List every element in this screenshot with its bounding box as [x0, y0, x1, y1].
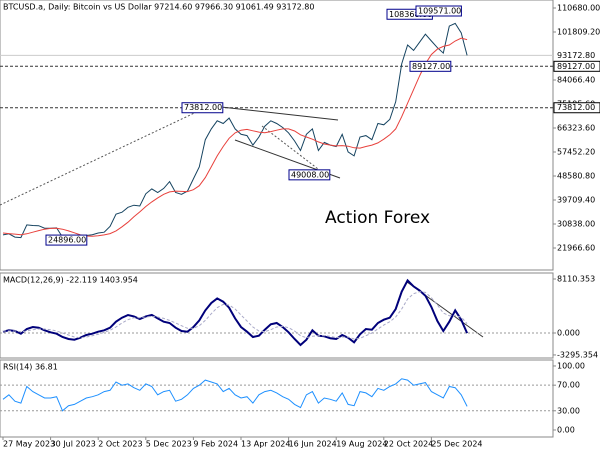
rsi-title: RSI(14) 36.81: [3, 363, 58, 372]
y-tick-label: 39709.40: [557, 196, 595, 205]
annotation-box: [409, 60, 452, 72]
x-tick-label: 30 Jul 2023: [51, 440, 96, 449]
annotation-box: [288, 169, 331, 181]
y-tick-label: -3295.354: [557, 350, 598, 359]
level-label: 89127.00: [557, 62, 595, 71]
y-tick-label: 0.000: [557, 329, 580, 338]
series-line: [3, 291, 468, 340]
series-line: [2, 378, 468, 412]
y-tick-label: 8110.353: [557, 274, 595, 283]
y-tick-label: 84066.40: [557, 75, 595, 84]
x-tick-label: 5 Dec 2023: [146, 440, 192, 449]
level-label: 73812.00: [557, 103, 595, 112]
y-tick-label: 21966.60: [557, 244, 595, 253]
y-tick-label: 66323.60: [557, 124, 595, 133]
annotation-label: 24896.00: [48, 236, 86, 245]
x-tick-label: 25 Dec 2024: [431, 440, 482, 449]
annotation-box: [415, 5, 462, 17]
y-tick-label: 48580.80: [557, 172, 595, 181]
annotation-label: 108368.00: [389, 10, 432, 19]
macd-title: MACD(12,26,9) -22.119 1403.954: [3, 276, 138, 285]
annotation-box: [181, 102, 224, 114]
level-label-box: [553, 102, 600, 114]
x-tick-label: 27 May 2023: [3, 440, 55, 449]
channel-diagonal: [261, 125, 323, 173]
x-tick-label: 2 Oct 2023: [98, 440, 142, 449]
current-price-label: 93172.80: [557, 51, 595, 60]
x-tick-label: 22 Oct 2024: [384, 440, 433, 449]
y-tick-label: 57452.20: [557, 148, 595, 157]
rsi-frame: [0, 359, 554, 438]
chart-title: BTCUSD.a, Daily: Bitcoin vs US Dollar 97…: [3, 3, 314, 12]
trend-line: [0, 107, 206, 206]
y-tick-label: 70.00: [557, 381, 580, 390]
series-line: [2, 37, 468, 237]
annotation-label: 73812.00: [184, 103, 222, 112]
x-tick-label: 9 Feb 2024: [193, 440, 238, 449]
series-line: [2, 278, 469, 347]
annotation-box: [45, 234, 88, 246]
channel-top: [211, 105, 339, 121]
y-tick-label: 101809.20: [557, 27, 600, 36]
x-tick-label: 19 Aug 2024: [336, 440, 387, 449]
x-tick-label: 16 Jun 2024: [289, 440, 337, 449]
y-tick-label: 100.00: [557, 361, 585, 370]
y-tick-label: 30.00: [557, 406, 580, 415]
macd-frame: [0, 272, 554, 359]
annotation-label: 49008.00: [291, 170, 329, 179]
y-tick-label: 0.00: [557, 425, 575, 434]
y-tick-label: 110680.00: [557, 4, 600, 13]
watermark: Action Forex: [325, 208, 430, 228]
price-frame: [0, 0, 554, 271]
x-tick-label: 13 Apr 2024: [241, 440, 290, 449]
level-label-box: [553, 60, 600, 72]
annotation-label: 109571.00: [418, 7, 461, 16]
annotation-label: 89127.00: [412, 62, 450, 71]
y-tick-label: 30838.00: [557, 220, 595, 229]
current-price-box: [554, 50, 600, 61]
